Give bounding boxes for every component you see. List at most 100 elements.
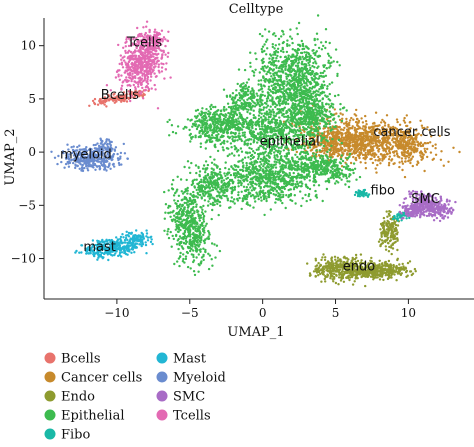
data-point bbox=[342, 136, 345, 139]
data-point bbox=[370, 157, 373, 160]
data-point bbox=[234, 118, 238, 121]
data-point bbox=[351, 283, 355, 286]
data-point bbox=[210, 137, 213, 140]
data-point bbox=[324, 262, 328, 265]
data-point bbox=[264, 78, 267, 81]
data-point bbox=[354, 138, 358, 141]
data-point bbox=[317, 65, 320, 68]
data-point bbox=[127, 97, 130, 101]
data-point bbox=[377, 155, 380, 159]
data-point bbox=[363, 148, 366, 152]
data-point bbox=[216, 149, 220, 153]
data-point bbox=[294, 124, 297, 128]
data-point bbox=[263, 106, 266, 109]
data-point bbox=[344, 132, 347, 135]
data-point bbox=[394, 266, 398, 269]
data-point bbox=[235, 135, 238, 139]
data-point bbox=[280, 88, 283, 91]
data-point bbox=[324, 28, 328, 31]
data-point bbox=[393, 273, 396, 276]
data-point bbox=[186, 199, 189, 202]
data-point bbox=[275, 66, 278, 70]
data-point bbox=[198, 130, 201, 133]
data-point bbox=[298, 126, 301, 130]
data-point bbox=[374, 141, 377, 144]
data-point bbox=[252, 74, 256, 77]
data-point bbox=[195, 221, 199, 224]
data-point bbox=[352, 150, 356, 153]
data-point bbox=[361, 132, 365, 135]
data-point bbox=[400, 160, 404, 163]
data-point bbox=[318, 75, 321, 78]
data-point bbox=[188, 212, 191, 215]
data-point bbox=[282, 80, 285, 83]
data-point bbox=[263, 65, 266, 68]
data-point bbox=[233, 139, 237, 142]
data-point bbox=[136, 93, 139, 97]
data-point bbox=[416, 143, 420, 147]
data-point bbox=[177, 210, 181, 214]
data-point bbox=[290, 70, 293, 74]
data-point bbox=[293, 58, 297, 61]
data-point bbox=[321, 147, 324, 150]
data-point bbox=[194, 245, 197, 248]
data-point bbox=[263, 49, 266, 53]
data-point bbox=[248, 146, 251, 150]
data-point bbox=[340, 165, 344, 168]
data-point bbox=[314, 53, 317, 57]
data-point bbox=[336, 74, 339, 78]
data-point bbox=[371, 128, 374, 131]
data-point bbox=[241, 125, 244, 128]
data-point bbox=[267, 85, 271, 89]
cluster-bcells bbox=[88, 89, 150, 108]
data-point bbox=[284, 101, 288, 104]
data-point bbox=[384, 274, 387, 277]
data-point bbox=[377, 149, 380, 152]
data-point bbox=[204, 210, 207, 213]
data-point bbox=[409, 159, 412, 162]
data-point bbox=[296, 81, 300, 84]
data-point bbox=[268, 57, 271, 60]
data-point bbox=[396, 120, 399, 124]
data-point bbox=[312, 61, 315, 65]
data-point bbox=[205, 124, 208, 128]
data-point bbox=[349, 126, 353, 130]
data-point bbox=[175, 233, 178, 237]
data-point bbox=[439, 158, 443, 161]
data-point bbox=[269, 125, 273, 129]
data-point bbox=[248, 112, 252, 115]
data-point bbox=[281, 48, 284, 51]
data-point bbox=[355, 158, 358, 162]
data-point bbox=[324, 46, 327, 50]
data-point bbox=[419, 119, 422, 123]
data-point bbox=[120, 98, 124, 101]
data-point bbox=[323, 149, 326, 152]
data-point bbox=[198, 229, 201, 232]
data-point bbox=[378, 124, 381, 127]
data-point bbox=[284, 65, 288, 68]
data-point bbox=[195, 115, 199, 119]
data-point bbox=[382, 149, 385, 152]
data-point bbox=[331, 274, 334, 277]
data-point bbox=[194, 239, 197, 242]
data-point bbox=[305, 53, 308, 57]
chart-title: Celltype bbox=[229, 2, 284, 17]
data-point bbox=[336, 133, 339, 136]
data-point bbox=[390, 229, 394, 232]
data-point bbox=[272, 91, 275, 94]
data-point bbox=[324, 275, 327, 279]
data-point bbox=[423, 141, 427, 145]
data-point bbox=[349, 144, 352, 148]
data-point bbox=[240, 138, 243, 141]
data-point bbox=[296, 32, 299, 36]
data-point bbox=[305, 88, 308, 92]
data-point bbox=[249, 65, 252, 68]
data-point bbox=[213, 143, 217, 146]
data-point bbox=[294, 72, 297, 76]
data-point bbox=[101, 101, 104, 105]
data-point bbox=[186, 234, 190, 238]
data-point bbox=[101, 97, 104, 100]
data-point bbox=[177, 194, 181, 197]
data-point bbox=[250, 134, 253, 138]
data-point bbox=[292, 68, 296, 72]
